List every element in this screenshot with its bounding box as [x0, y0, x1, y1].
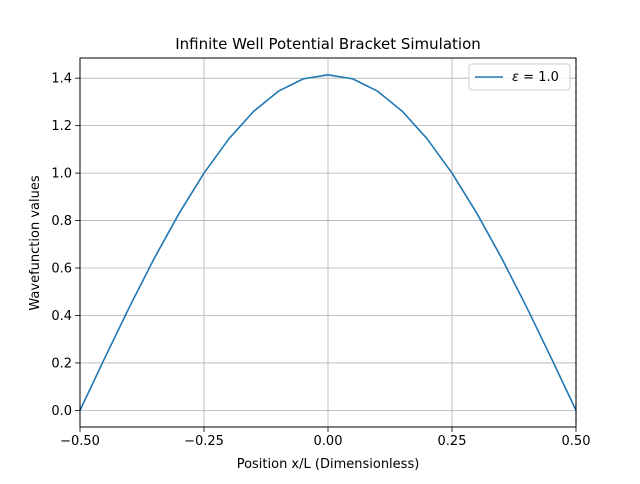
x-axis-label: Position x/L (Dimensionless)	[237, 457, 420, 472]
y-tick-label: 1.4	[51, 72, 72, 87]
grid-layer	[79, 58, 577, 427]
y-tick-label: 0.4	[51, 309, 72, 324]
legend-label-symbol: ε	[512, 70, 519, 85]
x-tick-label: 0.25	[438, 434, 467, 449]
y-tick-label: 0.6	[51, 262, 72, 277]
legend: ε = 1.0	[468, 63, 571, 91]
x-tick-label: −0.50	[60, 434, 100, 449]
y-tick-label: 0.0	[51, 404, 72, 419]
series-line	[79, 74, 577, 411]
tick-layer: −0.50 −0.25 0.00 0.25 0.50 0.0 0.2 0.4 0.6 0.8 1.0…	[51, 72, 590, 449]
y-tick-label: 0.8	[51, 214, 72, 229]
x-tick-label: 0.50	[562, 434, 591, 449]
legend-label-rest: = 1.0	[519, 70, 559, 85]
y-tick-label: 1.0	[51, 167, 72, 182]
x-tick-label: 0.00	[314, 434, 343, 449]
y-tick-label: 0.2	[51, 356, 72, 371]
x-tick-label: −0.25	[184, 434, 224, 449]
legend-label: ε = 1.0	[512, 70, 559, 85]
y-tick-label: 1.2	[51, 119, 72, 134]
legend-frame	[468, 63, 571, 91]
chart-title: Infinite Well Potential Bracket Simulati…	[175, 35, 481, 53]
y-axis-label: Wavefunction values	[28, 175, 43, 310]
